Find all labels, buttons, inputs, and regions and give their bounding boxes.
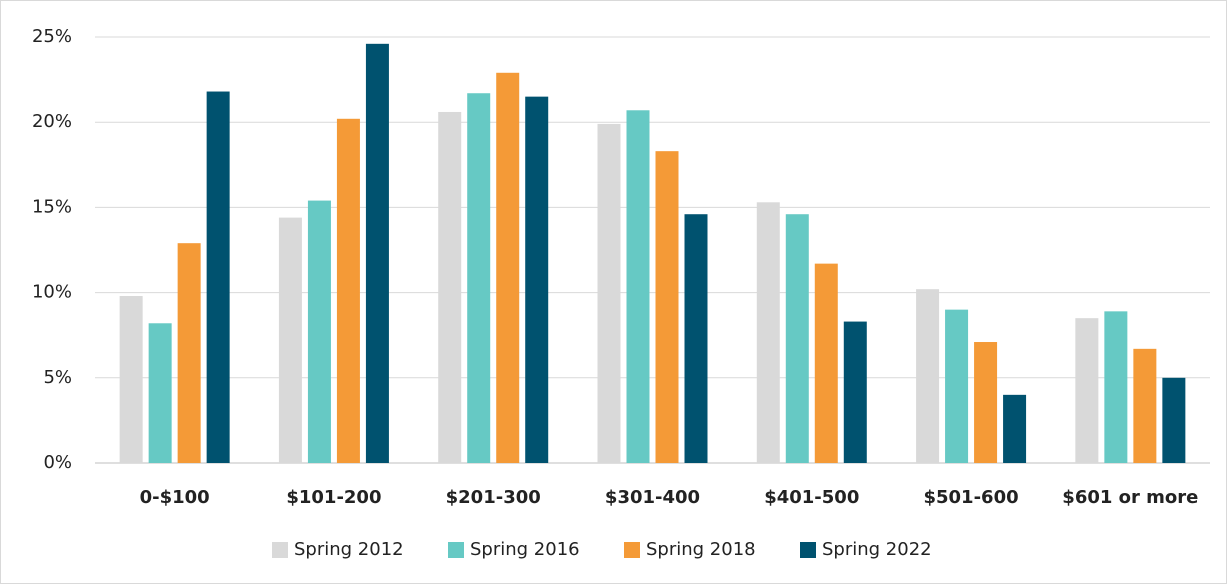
legend-swatch: [448, 542, 464, 558]
bar: [626, 110, 650, 463]
bar: [1104, 311, 1128, 463]
bar: [1162, 377, 1186, 463]
bar: [119, 296, 143, 463]
bar: [684, 214, 708, 463]
bar: [843, 321, 867, 463]
bar: [365, 43, 389, 463]
legend-label: Spring 2022: [822, 539, 932, 560]
bar: [525, 96, 549, 463]
bar: [148, 323, 172, 463]
bar: [945, 309, 969, 463]
bar: [814, 263, 838, 463]
bar: [177, 243, 201, 463]
legend-swatch: [800, 542, 816, 558]
x-tick-label: $201-300: [446, 487, 541, 508]
y-tick-label: 25%: [32, 26, 72, 47]
y-tick-label: 0%: [43, 452, 72, 473]
bar: [974, 342, 998, 463]
x-tick-label: 0-$100: [140, 487, 210, 508]
bar: [655, 151, 679, 463]
bar: [278, 217, 302, 463]
bar: [1133, 348, 1157, 463]
bar: [1003, 394, 1027, 463]
bar: [467, 93, 491, 464]
bar: [597, 123, 621, 464]
y-tick-label: 20%: [32, 111, 72, 132]
bar: [307, 200, 331, 464]
bar: [785, 214, 809, 463]
y-tick-label: 5%: [43, 367, 72, 388]
x-tick-label: $101-200: [286, 487, 381, 508]
x-tick-label: $601 or more: [1062, 487, 1198, 508]
bar: [336, 118, 360, 464]
y-tick-label: 15%: [32, 196, 72, 217]
legend-label: Spring 2018: [646, 539, 756, 560]
y-tick-label: 10%: [32, 282, 72, 303]
legend-swatch: [272, 542, 288, 558]
legend-label: Spring 2012: [294, 539, 404, 560]
x-tick-label: $301-400: [605, 487, 700, 508]
bar: [1075, 318, 1099, 463]
bar: [916, 289, 940, 463]
bar: [438, 111, 462, 463]
bar: [496, 72, 520, 463]
legend-swatch: [624, 542, 640, 558]
bar: [206, 91, 230, 463]
x-tick-label: $401-500: [764, 487, 859, 508]
x-tick-label: $501-600: [923, 487, 1018, 508]
legend-label: Spring 2016: [470, 539, 580, 560]
bar: [756, 202, 780, 463]
